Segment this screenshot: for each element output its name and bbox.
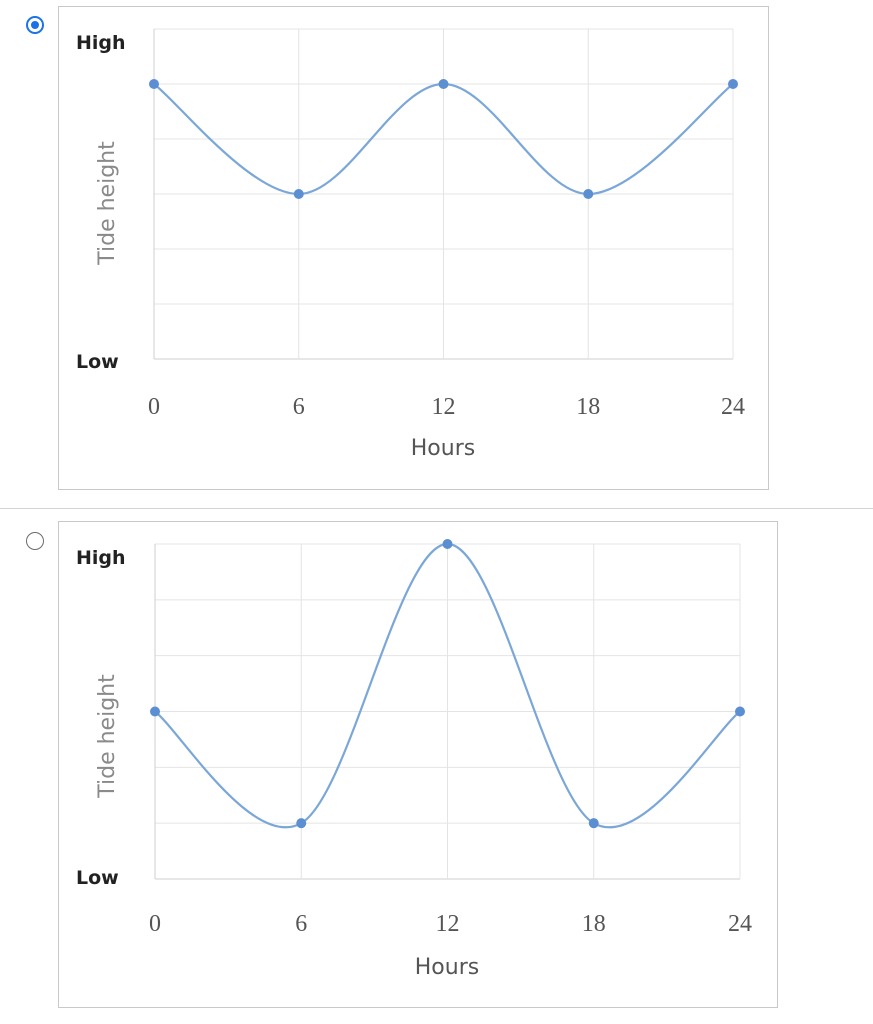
- series: [150, 539, 745, 829]
- option-1-chart-box: High Low Tide height 0 6 12 18 24 Hours: [58, 6, 769, 490]
- y-axis-label: Tide height: [95, 674, 120, 799]
- series: [149, 79, 738, 199]
- data-point: [735, 706, 745, 717]
- x-tick-label: 24: [721, 394, 745, 420]
- data-point: [149, 79, 159, 89]
- data-point: [296, 818, 307, 829]
- data-point: [588, 818, 599, 829]
- x-tick-label: 0: [149, 911, 161, 937]
- data-point: [728, 79, 738, 89]
- option-1-chart: High Low Tide height 0 6 12 18 24 Hours: [76, 28, 745, 461]
- x-tick-label: 12: [436, 911, 460, 937]
- data-point: [293, 189, 304, 199]
- option-2-chart: High Low Tide height 0 6 12 18 24 Hours: [76, 539, 752, 980]
- y-low-label: Low: [76, 867, 119, 889]
- x-tick-label: 0: [148, 394, 160, 420]
- x-tick-label: 6: [293, 394, 305, 420]
- x-tick-label: 18: [576, 394, 600, 420]
- x-tick-label: 18: [582, 911, 606, 937]
- option-1-radio[interactable]: [26, 16, 44, 34]
- grid-lines: [153, 28, 734, 360]
- y-axis-label: Tide height: [95, 141, 120, 266]
- x-tick-labels: 0 6 12 18 24: [148, 394, 745, 420]
- grid-lines: [154, 543, 741, 880]
- x-axis-label: Hours: [415, 955, 479, 980]
- y-low-label: Low: [76, 351, 119, 373]
- option-2-radio[interactable]: [26, 532, 44, 550]
- divider: [0, 508, 873, 509]
- x-tick-label: 12: [432, 394, 456, 420]
- data-point: [150, 706, 160, 717]
- x-axis-label: Hours: [411, 436, 475, 461]
- option-2-chart-box: High Low Tide height 0 6 12 18 24 Hours: [58, 521, 778, 1008]
- y-high-label: High: [76, 547, 126, 569]
- x-tick-labels: 0 6 12 18 24: [149, 911, 752, 937]
- data-point: [438, 79, 449, 89]
- data-point: [583, 189, 594, 199]
- x-tick-label: 24: [728, 911, 752, 937]
- x-tick-label: 6: [295, 911, 307, 937]
- y-high-label: High: [76, 32, 126, 54]
- data-point: [442, 539, 453, 549]
